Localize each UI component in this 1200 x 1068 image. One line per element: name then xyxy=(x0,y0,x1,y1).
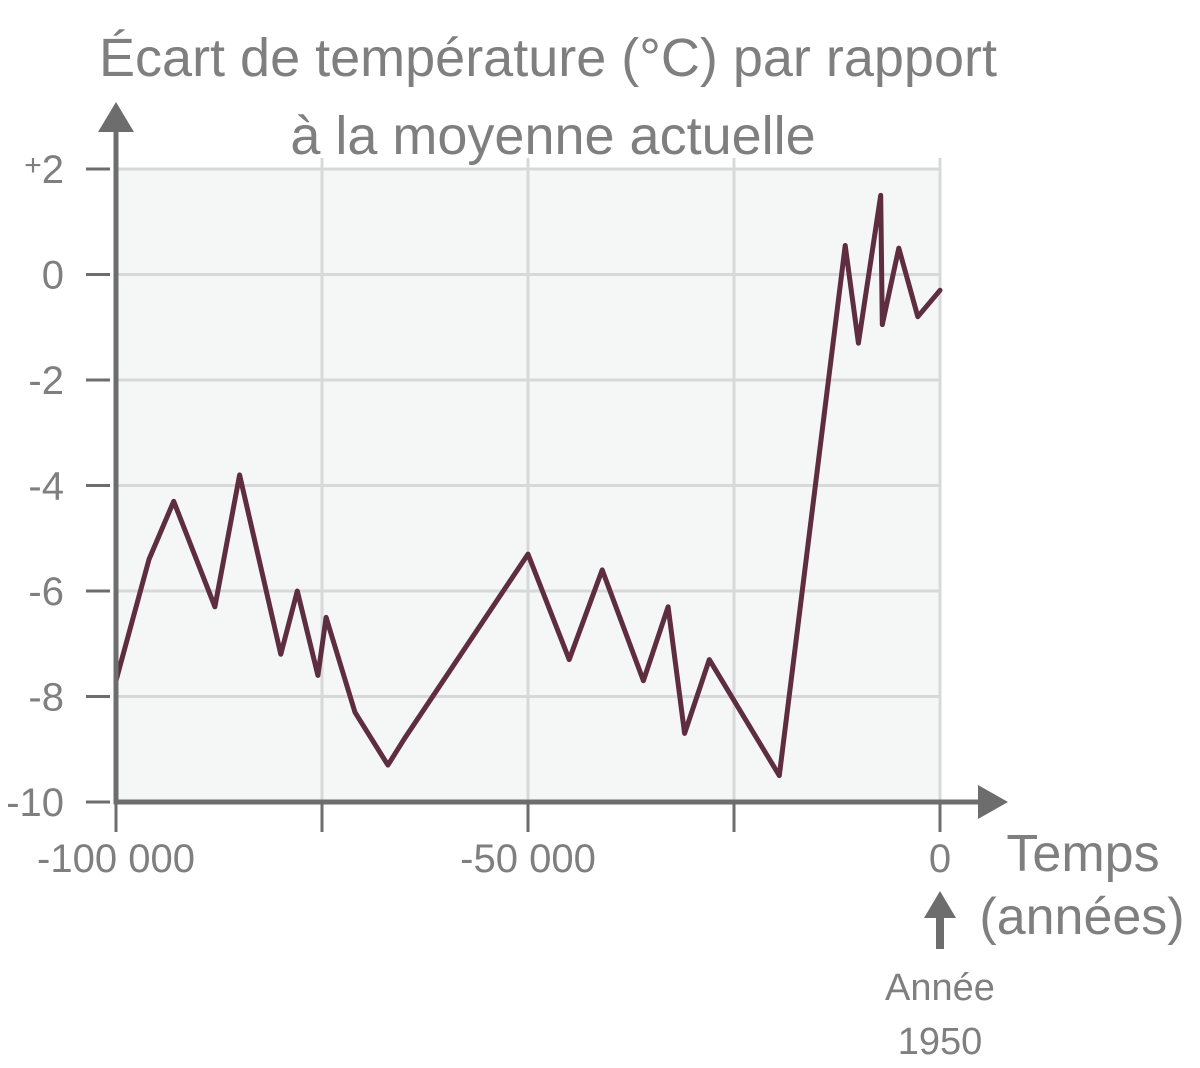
annotation-arrow xyxy=(924,891,956,949)
x-tick-label: 0 xyxy=(929,837,951,881)
chart-title-line1: Écart de température (°C) par rapport xyxy=(99,28,997,88)
annotation-line1: Année xyxy=(885,967,995,1009)
y-tick-label: -6 xyxy=(28,570,64,614)
annotation-arrow-shaft xyxy=(936,916,944,949)
x-tick-labels: -100 000 -50 000 0 xyxy=(37,837,951,881)
y-tick-label: 0 xyxy=(42,254,64,298)
y-tick-label: +2 xyxy=(24,148,64,192)
axes xyxy=(98,102,1008,819)
annotation-arrow-head xyxy=(924,891,956,918)
y-tick-label: -8 xyxy=(28,676,64,720)
x-tick-label: -100 000 xyxy=(37,837,195,881)
y-tick-label-value: 2 xyxy=(42,148,64,192)
y-tick-label: -2 xyxy=(28,359,64,403)
x-axis-arrow xyxy=(978,785,1008,819)
y-tick-labels: +2 0 -2 -4 -6 -8 -10 xyxy=(6,148,64,825)
chart-title-line2: à la moyenne actuelle xyxy=(290,106,815,166)
y-tick-label: -4 xyxy=(28,465,64,509)
y-tick-label: -10 xyxy=(6,781,64,825)
x-axis-title-line2: (années) xyxy=(979,888,1184,946)
y-tick-label-prefix: + xyxy=(24,149,42,182)
grid xyxy=(116,158,942,802)
y-axis-arrow xyxy=(98,102,134,132)
annotation-line2: 1950 xyxy=(898,1021,983,1063)
x-axis-title-line1: Temps xyxy=(1006,825,1159,883)
temperature-line xyxy=(113,192,943,779)
x-tick-label: -50 000 xyxy=(460,837,596,881)
axis-ticks xyxy=(86,167,942,832)
